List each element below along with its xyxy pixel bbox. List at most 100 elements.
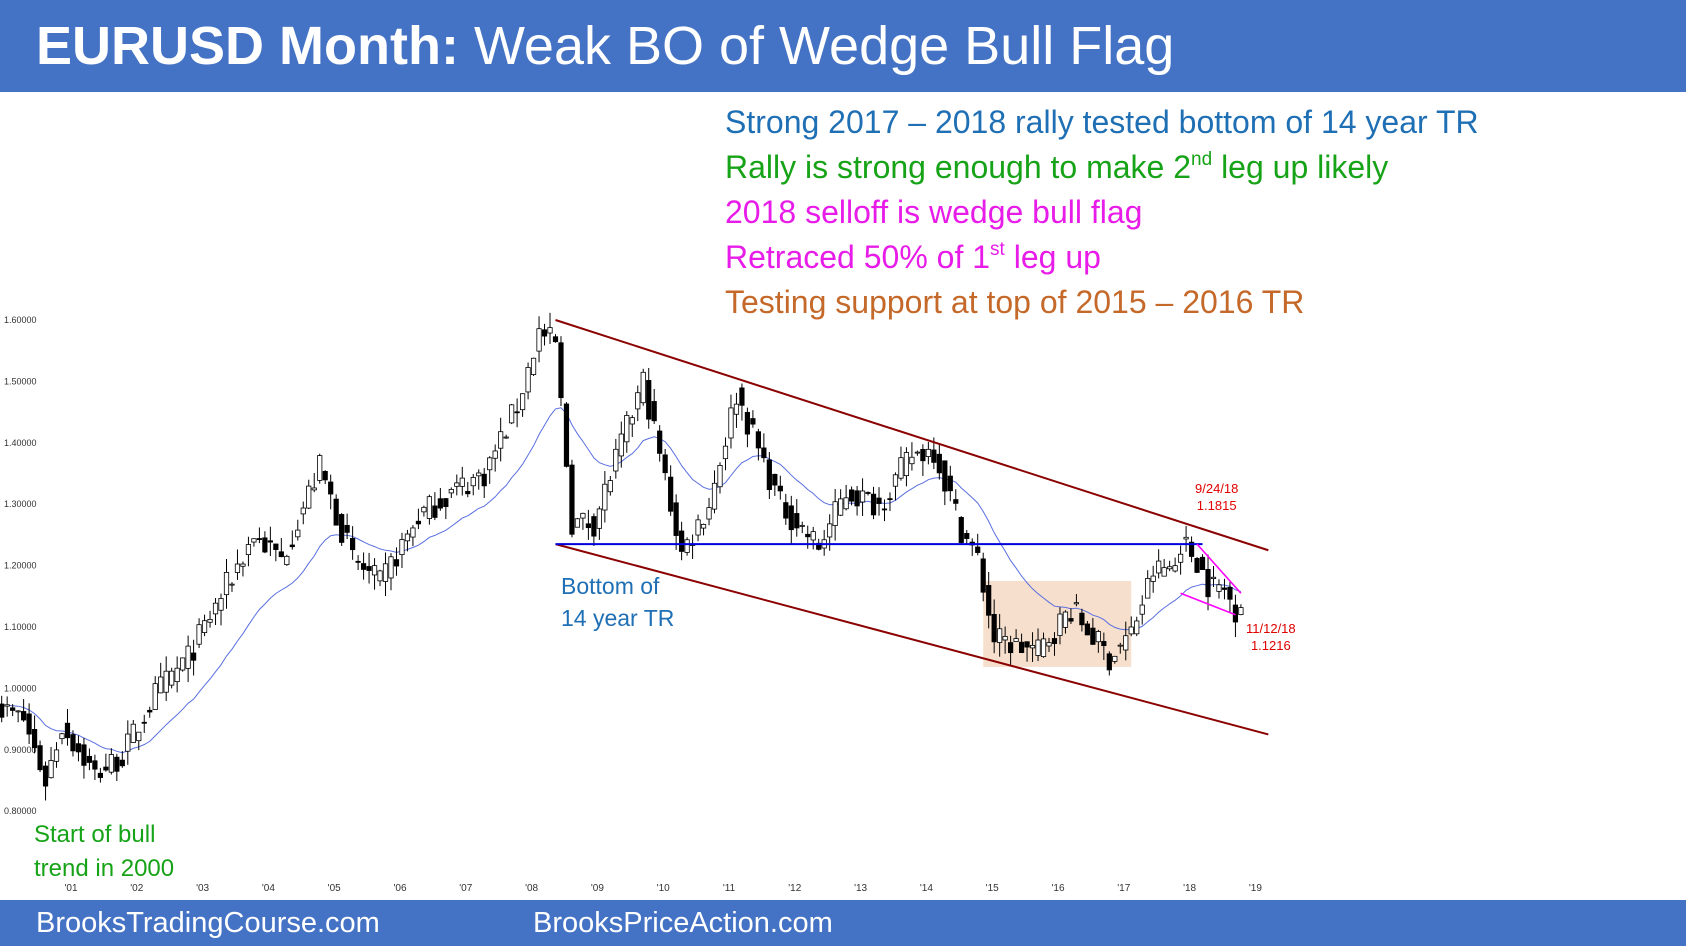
- candle-body: [624, 415, 630, 443]
- candle-body: [141, 721, 147, 724]
- candle-body: [492, 450, 498, 459]
- note-5: Testing support at top of 2015 – 2016 TR: [725, 280, 1479, 325]
- x-tick-label: '09: [591, 883, 604, 894]
- candle-body: [580, 512, 586, 519]
- candle-body: [613, 448, 619, 472]
- note-4-after: leg up: [1004, 239, 1101, 275]
- candle-body: [190, 652, 197, 661]
- candle-body: [498, 431, 504, 449]
- candle-body: [443, 498, 449, 508]
- candle-body: [920, 448, 926, 462]
- x-tick-label: '16: [1051, 883, 1064, 894]
- candle-body: [503, 436, 509, 439]
- candle-body: [947, 475, 953, 492]
- note-2-after: leg up likely: [1212, 149, 1389, 185]
- candle-body: [1073, 602, 1080, 605]
- candle-body: [399, 539, 405, 556]
- note-2-sup: nd: [1191, 149, 1213, 170]
- candle-body: [1139, 604, 1145, 615]
- candle-body: [673, 502, 679, 536]
- note-2-text: Rally is strong enough to make 2: [725, 149, 1192, 185]
- candle-body: [536, 328, 542, 352]
- candle-body: [152, 683, 158, 710]
- candle-body: [574, 518, 581, 528]
- note-1: Strong 2017 – 2018 rally tested bottom o…: [725, 100, 1479, 145]
- high-label: 9/24/18 1.1815: [1195, 480, 1238, 514]
- candle-body: [958, 517, 964, 543]
- candle-body: [350, 538, 356, 551]
- candle-body: [646, 380, 652, 420]
- y-tick-label: 1.00000: [4, 683, 37, 693]
- candle-body: [1210, 576, 1217, 579]
- candle-body: [810, 531, 816, 541]
- candle-body: [42, 765, 49, 787]
- bottom-tr-line2: 14 year TR: [561, 605, 675, 631]
- candle-body: [602, 483, 608, 511]
- title-rest: Weak BO of Wedge Bull Flag: [458, 16, 1175, 76]
- candle-body: [514, 411, 520, 414]
- candle-body: [700, 523, 707, 529]
- note-1-text: Strong 2017 – 2018 rally tested bottom o…: [725, 104, 1479, 140]
- candle-body: [1040, 638, 1047, 658]
- candle-body: [437, 498, 443, 509]
- candle-body: [733, 403, 740, 415]
- start-bull-label: Start of bull trend in 2000: [34, 818, 174, 886]
- candle-body: [980, 558, 986, 593]
- footer-left-site[interactable]: BrooksTradingCourse.com: [36, 907, 380, 939]
- candle-body: [147, 709, 153, 713]
- candle-body: [635, 392, 641, 410]
- candle-body: [1068, 618, 1074, 622]
- candle-body: [278, 551, 284, 558]
- candle-body: [201, 620, 208, 633]
- x-tick-label: '03: [196, 883, 209, 894]
- x-tick-label: '17: [1117, 883, 1130, 894]
- x-tick-label: '08: [525, 883, 538, 894]
- candle-body: [876, 497, 882, 504]
- wedge-lower-line: [1180, 592, 1236, 616]
- candle-body: [668, 476, 674, 512]
- note-5-text: Testing support at top of 2015 – 2016 TR: [725, 284, 1305, 320]
- footer-banner: BrooksTradingCourse.com BrooksPriceActio…: [0, 900, 1686, 946]
- candle-body: [530, 357, 537, 375]
- candle-body: [432, 505, 438, 518]
- x-tick-label: '07: [459, 883, 472, 894]
- candle-body: [722, 445, 729, 460]
- candle-body: [481, 473, 487, 487]
- footer-right-site[interactable]: BrooksPriceAction.com: [533, 907, 833, 939]
- high-value: 1.1815: [1196, 498, 1237, 513]
- candle-body: [739, 387, 745, 406]
- title-bold: EURUSD Month:: [36, 16, 459, 76]
- candle-body: [1029, 645, 1036, 649]
- x-tick-label: '04: [262, 883, 275, 894]
- candle-body: [563, 403, 570, 467]
- candle-body: [410, 527, 416, 538]
- candle-body: [108, 754, 114, 773]
- candle-body: [273, 543, 279, 550]
- candle-body: [212, 602, 219, 615]
- candle-body: [459, 477, 465, 487]
- note-3-text: 2018 selloff is wedge bull flag: [725, 194, 1143, 230]
- candle-body: [1095, 631, 1101, 643]
- candle-body: [26, 713, 32, 735]
- candle-body: [344, 524, 350, 533]
- candle-body: [881, 508, 888, 511]
- low-date: 11/12/18: [1246, 621, 1296, 636]
- candle-body: [1161, 567, 1167, 577]
- candle-body: [541, 329, 548, 337]
- candle-body: [1117, 644, 1123, 647]
- candle-body: [333, 498, 339, 526]
- candle-body: [1167, 566, 1173, 570]
- candle-body: [295, 529, 301, 538]
- candle-body: [240, 563, 246, 567]
- candle-body: [234, 563, 241, 573]
- candle-body: [909, 456, 915, 465]
- x-tick-label: '11: [723, 883, 736, 894]
- candle-body: [245, 544, 252, 556]
- candle-body: [925, 448, 931, 457]
- x-tick-label: '06: [393, 883, 406, 894]
- candle-body: [1035, 639, 1041, 656]
- candle-body: [415, 520, 422, 525]
- candle-body: [838, 498, 844, 516]
- candle-body: [382, 563, 389, 582]
- x-tick-label: '18: [1183, 883, 1196, 894]
